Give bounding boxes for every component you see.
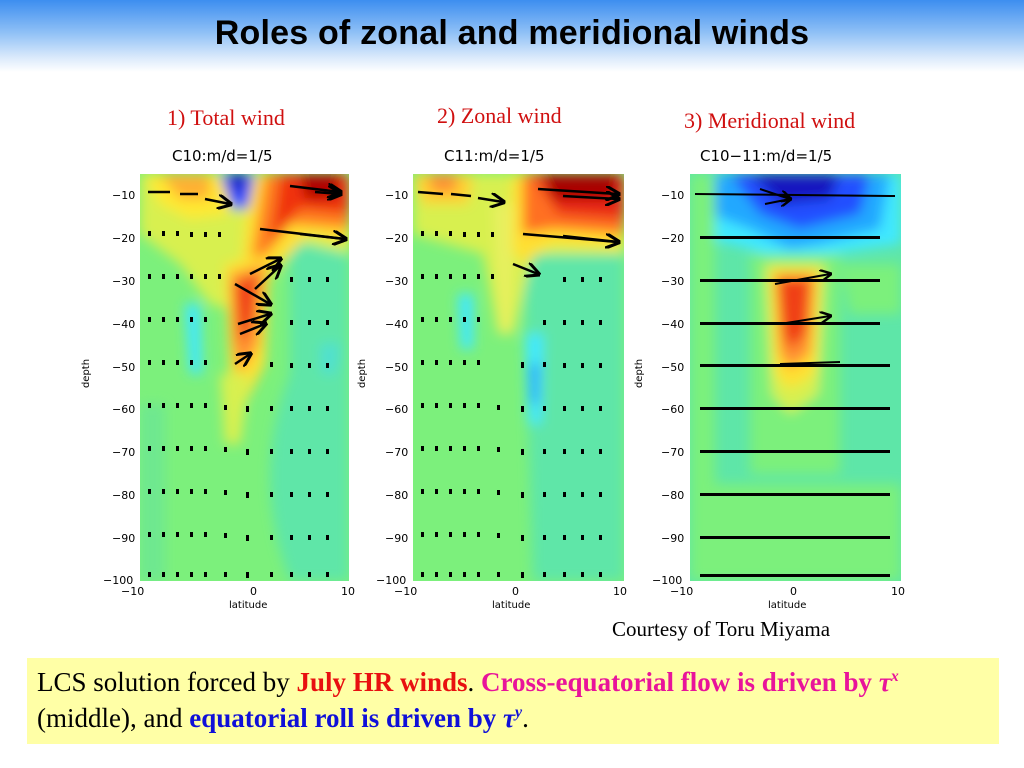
contour-plot-total-wind bbox=[140, 174, 349, 581]
tau-superscript: x bbox=[890, 668, 899, 685]
title-banner bbox=[0, 0, 1024, 72]
contour-figure-total bbox=[140, 174, 349, 581]
contour-plot-meridional-wind bbox=[690, 174, 901, 581]
y-tick: −70 bbox=[661, 446, 685, 459]
summary-text: LCS solution forced by bbox=[37, 667, 297, 697]
y-tick: −20 bbox=[661, 232, 685, 245]
x-tick: 0 bbox=[790, 585, 797, 598]
x-axis-label: latitude bbox=[492, 600, 531, 611]
contour-figure-meridional bbox=[690, 174, 901, 581]
caption-meridional-wind: 3) Meridional wind bbox=[684, 108, 856, 133]
y-tick: −50 bbox=[385, 361, 409, 374]
y-tick: −40 bbox=[112, 318, 136, 331]
y-tick: −100 bbox=[103, 574, 134, 587]
tau-superscript: y bbox=[514, 704, 523, 721]
y-tick: −60 bbox=[385, 403, 409, 416]
x-tick: 0 bbox=[512, 585, 519, 598]
y-tick: −30 bbox=[112, 275, 136, 288]
caption-zonal-wind: 2) Zonal wind bbox=[437, 103, 562, 128]
x-tick: −10 bbox=[670, 585, 694, 598]
y-tick: −30 bbox=[661, 275, 685, 288]
y-axis-label: depth bbox=[357, 358, 369, 389]
y-axis-label: depth bbox=[634, 358, 646, 389]
y-tick: −80 bbox=[385, 489, 409, 502]
contour-figure-zonal bbox=[413, 174, 624, 581]
y-tick: −90 bbox=[661, 532, 685, 545]
y-tick: −30 bbox=[385, 275, 409, 288]
y-tick: −100 bbox=[376, 574, 407, 587]
x-tick: −10 bbox=[121, 585, 145, 598]
contour-plot-zonal-wind bbox=[413, 174, 624, 581]
tau-symbol: τ bbox=[878, 667, 891, 697]
y-tick: −50 bbox=[661, 361, 685, 374]
y-tick: −70 bbox=[385, 446, 409, 459]
summary-text: . bbox=[522, 703, 529, 733]
y-tick: −20 bbox=[385, 232, 409, 245]
plot-title-meridional: C10−11:m/d=1/5 bbox=[700, 147, 833, 165]
x-tick: 10 bbox=[341, 585, 355, 598]
y-tick: −80 bbox=[112, 489, 136, 502]
x-tick: 0 bbox=[250, 585, 257, 598]
y-tick: −60 bbox=[112, 403, 136, 416]
y-tick: −60 bbox=[661, 403, 685, 416]
summary-emphasis-july-winds: July HR winds bbox=[296, 667, 468, 697]
credit-line: Courtesy of Toru Miyama bbox=[612, 617, 831, 641]
y-tick: −40 bbox=[661, 318, 685, 331]
summary-emphasis-equatorial-roll: equatorial roll is driven by bbox=[189, 703, 503, 733]
x-axis-label: latitude bbox=[768, 600, 807, 611]
slide-title: Roles of zonal and meridional winds bbox=[214, 14, 810, 52]
y-tick: −90 bbox=[112, 532, 136, 545]
y-tick: −70 bbox=[112, 446, 136, 459]
summary-text: . bbox=[467, 667, 482, 697]
y-tick: −90 bbox=[385, 532, 409, 545]
x-axis-label: latitude bbox=[229, 600, 268, 611]
y-tick: −20 bbox=[112, 232, 136, 245]
plot-title-zonal: C11:m/d=1/5 bbox=[444, 147, 545, 165]
tau-symbol: τ bbox=[503, 703, 515, 733]
plot-title-total: C10:m/d=1/5 bbox=[172, 147, 273, 165]
x-tick: 10 bbox=[891, 585, 905, 598]
x-tick: −10 bbox=[394, 585, 418, 598]
y-tick: −10 bbox=[112, 189, 136, 202]
x-tick: 10 bbox=[613, 585, 627, 598]
y-axis-label: depth bbox=[81, 358, 93, 389]
summary-emphasis-cross-equatorial: Cross-equatorial flow is driven by bbox=[481, 667, 879, 697]
y-tick: −10 bbox=[661, 189, 685, 202]
y-tick: −40 bbox=[385, 318, 409, 331]
caption-total-wind: 1) Total wind bbox=[167, 105, 285, 130]
y-tick: −10 bbox=[385, 189, 409, 202]
y-tick: −50 bbox=[112, 361, 136, 374]
y-tick: −100 bbox=[652, 574, 683, 587]
summary-box: LCS solution forced by July HR winds. Cr… bbox=[27, 658, 999, 744]
summary-text: (middle), and bbox=[37, 703, 190, 733]
y-tick: −80 bbox=[661, 489, 685, 502]
